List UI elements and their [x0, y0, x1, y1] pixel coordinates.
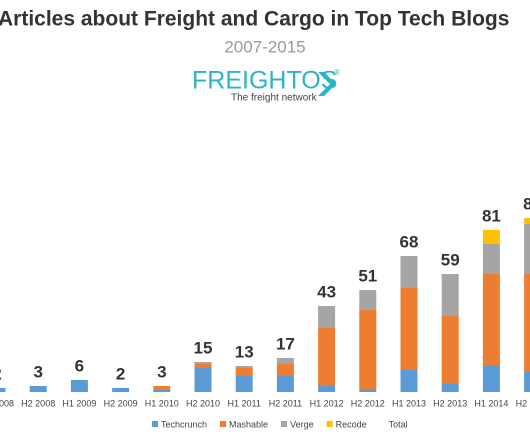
x-tick-label: H1 2008	[0, 398, 14, 408]
x-tick-label: H2 2012	[351, 398, 385, 408]
total-label: 3	[157, 362, 166, 381]
legend-label: Recode	[336, 419, 367, 429]
x-tick-label: H2 2014	[516, 398, 530, 408]
bar-segment	[482, 230, 500, 244]
bar-segment	[524, 218, 530, 224]
bar-segment	[400, 288, 418, 370]
bar-segment	[524, 372, 530, 392]
legend-swatch	[220, 421, 227, 427]
x-tick-label: H2 2013	[433, 398, 467, 408]
legend-label: Verge	[290, 419, 314, 429]
bar-segment	[359, 310, 377, 390]
bar-segment	[359, 390, 377, 392]
legend-swatch	[281, 421, 288, 427]
total-label: 81	[482, 206, 501, 225]
bar-segment	[482, 274, 500, 366]
bar-segment	[235, 366, 253, 368]
bar-segment	[318, 386, 336, 392]
total-label: 87	[523, 194, 530, 213]
x-tick-label: H2 2008	[21, 398, 55, 408]
x-tick-label: H1 2012	[310, 398, 344, 408]
legend-swatch	[152, 421, 158, 427]
chart-title: Articles about Freight and Cargo in Top …	[0, 8, 509, 31]
bar-segment	[235, 376, 253, 392]
total-label: 15	[194, 338, 213, 357]
bar-segment	[276, 364, 294, 376]
bar-segment	[194, 364, 212, 368]
legend-label: Mashable	[229, 419, 268, 429]
bar-segment	[482, 366, 500, 392]
bar-segment	[318, 306, 336, 328]
bar-segment	[359, 290, 377, 310]
x-tick-label: H1 2009	[62, 398, 96, 408]
legend-swatch	[326, 421, 333, 427]
bar-segment	[400, 370, 418, 392]
bar-segment	[276, 376, 294, 392]
bar-segment	[112, 388, 130, 392]
bar-segment	[318, 328, 336, 386]
total-label: 2	[0, 364, 2, 383]
bar-segment	[524, 224, 530, 274]
chart-subtitle: 2007-2015	[224, 37, 305, 56]
logo-mark: ®	[334, 68, 340, 77]
logo-name: FREIGHTOS	[192, 67, 337, 95]
total-label: 6	[75, 356, 84, 375]
bar-segment	[524, 274, 530, 372]
bar-segment	[400, 256, 418, 288]
bar-segment	[235, 368, 253, 376]
bar-segment	[29, 386, 47, 392]
total-label: 43	[317, 282, 336, 301]
total-label: 59	[441, 250, 460, 269]
total-label: 3	[33, 362, 42, 381]
bar-segment	[153, 390, 171, 392]
bar-segment	[441, 274, 459, 316]
x-tick-label: H1 2013	[392, 398, 426, 408]
bar-segment	[441, 316, 459, 384]
bar-segment	[276, 358, 294, 364]
total-label: 68	[400, 232, 419, 251]
logo-tagline: The freight network	[231, 93, 318, 104]
total-label: 2	[116, 364, 125, 383]
bar-segment	[441, 384, 459, 392]
logo-arrow	[318, 72, 336, 96]
x-tick-label: H2 2010	[186, 398, 220, 408]
x-tick-label: H1 2014	[474, 398, 508, 408]
bar-segment	[194, 368, 212, 392]
total-label: 17	[276, 334, 295, 353]
x-tick-label: H2 2011	[269, 398, 302, 408]
total-label: 13	[235, 342, 254, 361]
bar-segment	[0, 388, 6, 392]
x-tick-label: H1 2011	[228, 398, 261, 408]
total-label: 51	[358, 266, 377, 285]
bar-segment	[482, 244, 500, 274]
bar-segment	[194, 362, 212, 364]
x-tick-label: H1 2010	[145, 398, 179, 408]
bar-segment	[153, 386, 171, 390]
bar-segment	[70, 380, 88, 392]
x-tick-label: H2 2009	[104, 398, 138, 408]
legend-label: Total	[389, 419, 408, 429]
legend-label: Techcrunch	[161, 419, 207, 429]
